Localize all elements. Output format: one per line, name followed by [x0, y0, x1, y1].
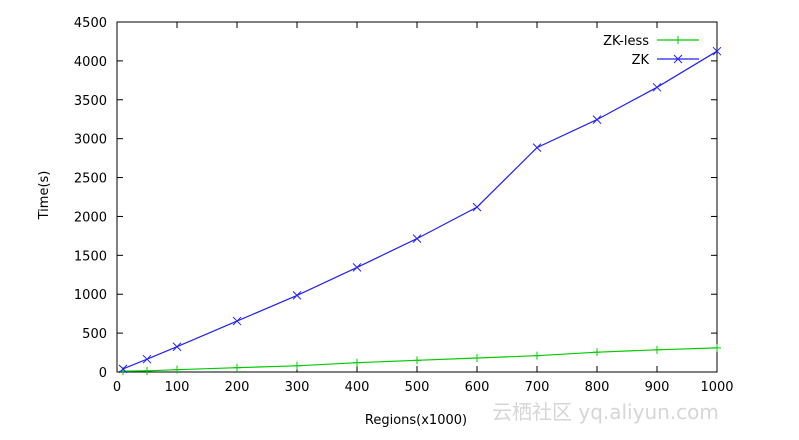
data-point-zk-less — [293, 361, 301, 370]
x-tick-label: 800 — [585, 380, 610, 395]
data-point-zk — [292, 291, 302, 300]
data-point-zk-less — [593, 348, 601, 357]
x-tick-label: 300 — [285, 380, 310, 395]
x-tick-label: 700 — [525, 380, 550, 395]
marker-stroke — [652, 82, 662, 92]
x-tick-label: 500 — [405, 380, 430, 395]
data-point-zk — [652, 82, 662, 92]
marker-stroke — [673, 54, 683, 64]
data-point-zk — [232, 316, 242, 326]
y-tick-label: 0 — [99, 366, 107, 381]
ticks: 0 100 200 300 400 500 600 700 800 900 1000 0 500 1000… — [74, 16, 734, 395]
y-tick-label: 1000 — [74, 288, 107, 303]
x-tick-label: 0 — [113, 380, 121, 395]
y-tick-label: 4000 — [74, 55, 107, 70]
y-tick-label: 4500 — [74, 16, 107, 31]
marker-stroke — [352, 263, 362, 272]
data-point-zk-less — [233, 363, 241, 372]
data-point-zk-less — [713, 343, 721, 352]
legend-marker-zk-less — [674, 36, 682, 44]
data-point-zk — [412, 234, 422, 243]
marker-stroke — [172, 342, 182, 352]
x-tick-label: 900 — [645, 380, 670, 395]
y-tick-label: 2000 — [74, 210, 107, 225]
data-point-zk-less — [173, 365, 181, 374]
data-point-zk — [472, 202, 482, 212]
data-point-zk — [592, 115, 602, 124]
marker-stroke — [292, 291, 302, 300]
data-point-zk-less — [413, 356, 421, 365]
x-tick-label: 400 — [345, 380, 370, 395]
y-axis-title: Time(s) — [37, 171, 52, 221]
marker-stroke — [118, 364, 128, 374]
data-point-zk — [712, 46, 722, 56]
marker-stroke — [472, 202, 482, 212]
data-point-zk — [532, 143, 542, 152]
marker-stroke — [712, 46, 722, 56]
x-axis-title: Regions(x1000) — [365, 413, 467, 428]
legend-marker-zk — [673, 54, 683, 64]
marker-stroke — [592, 115, 602, 124]
y-tick-label: 1500 — [74, 249, 107, 264]
data-point-zk — [142, 354, 152, 364]
data-point-zk-less — [143, 366, 151, 375]
data-point-zk-less — [653, 345, 661, 354]
series-line-zk — [122, 50, 718, 370]
data-point-zk-less — [473, 354, 481, 362]
x-tick-label: 100 — [165, 380, 190, 395]
series-line-zk-less — [122, 347, 718, 372]
axes — [116, 21, 718, 373]
y-tick-label: 3500 — [74, 94, 107, 109]
marker-stroke — [142, 354, 152, 364]
y-tick-label: 3000 — [74, 133, 107, 148]
watermark-text: 云栖社区 yq.aliyun.com — [492, 400, 719, 424]
x-tick-label: 200 — [225, 380, 250, 395]
data-point-zk — [118, 364, 128, 374]
legend: ZK-less ZK — [603, 34, 699, 68]
data-point-zk-less — [533, 351, 541, 360]
data-point-zk — [172, 342, 182, 352]
plot-frame — [116, 21, 718, 373]
legend-label-zk-less: ZK-less — [603, 34, 649, 49]
marker-stroke — [532, 143, 542, 152]
y-tick-label: 2500 — [74, 172, 107, 187]
x-tick-label: 600 — [465, 380, 490, 395]
series — [118, 46, 722, 376]
data-point-zk-less — [353, 358, 361, 367]
marker-stroke — [232, 316, 242, 326]
y-tick-label: 500 — [82, 327, 107, 342]
data-point-zk — [352, 263, 362, 272]
x-tick-label: 1000 — [700, 380, 733, 395]
marker-stroke — [412, 234, 422, 243]
legend-label-zk: ZK — [632, 53, 650, 68]
